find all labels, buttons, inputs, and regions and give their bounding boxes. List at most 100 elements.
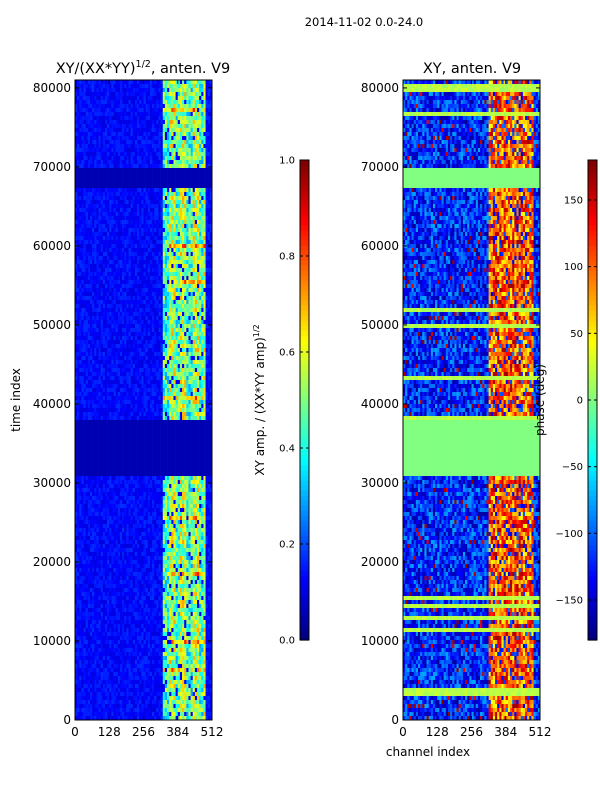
amp-cell	[116, 160, 118, 164]
amp-cell	[103, 168, 105, 172]
amp-cell	[116, 224, 118, 228]
amp-cell	[163, 136, 165, 140]
amp-cell	[79, 204, 81, 208]
amp-cell	[197, 164, 199, 168]
amp-cell	[133, 128, 135, 132]
amp-cell	[146, 140, 148, 144]
amp-cell	[188, 200, 190, 204]
amp-cell	[109, 92, 111, 96]
amp-cell	[139, 164, 141, 168]
amp-cell	[186, 92, 188, 96]
amp-cell	[182, 108, 184, 112]
amp-cell	[150, 92, 152, 96]
amp-cell	[105, 112, 107, 116]
amp-cell	[96, 216, 98, 220]
amp-cell	[195, 152, 197, 156]
amp-cell	[139, 116, 141, 120]
amp-cell	[150, 184, 152, 188]
amp-cell	[154, 144, 156, 148]
amp-cell	[176, 220, 178, 224]
amp-cell	[152, 84, 154, 88]
amp-cell	[150, 216, 152, 220]
amp-cell	[116, 92, 118, 96]
amp-cell	[107, 120, 109, 124]
amp-cell	[182, 92, 184, 96]
amp-cell	[184, 104, 186, 108]
amp-cell	[150, 176, 152, 180]
amp-cell	[178, 224, 180, 228]
amp-cell	[208, 196, 210, 200]
amp-cell	[141, 108, 143, 112]
amp-cell	[139, 212, 141, 216]
amp-cell	[86, 88, 88, 92]
amp-cell	[99, 136, 101, 140]
amp-cell	[124, 84, 126, 88]
amp-cell	[158, 92, 160, 96]
amp-cell	[79, 152, 81, 156]
amp-cell	[158, 124, 160, 128]
amp-cell	[180, 180, 182, 184]
amp-cell	[107, 212, 109, 216]
amp-cell	[191, 100, 193, 104]
amp-cell	[109, 148, 111, 152]
amp-cell	[122, 208, 124, 212]
amp-cell	[199, 176, 201, 180]
amp-cell	[111, 228, 113, 232]
amp-cell	[81, 180, 83, 184]
amp-cell	[133, 208, 135, 212]
amp-cell	[182, 192, 184, 196]
amp-cell	[124, 152, 126, 156]
amp-cell	[173, 188, 175, 192]
amp-cell	[169, 92, 171, 96]
amp-cell	[86, 176, 88, 180]
amp-cell	[135, 188, 137, 192]
amp-cell	[105, 184, 107, 188]
amp-cell	[180, 192, 182, 196]
amp-cell	[195, 84, 197, 88]
amp-cell	[101, 184, 103, 188]
amp-cell	[120, 208, 122, 212]
amp-cell	[77, 116, 79, 120]
amp-cell	[178, 88, 180, 92]
amp-cell	[88, 224, 90, 228]
amp-cell	[116, 104, 118, 108]
amp-cell	[167, 132, 169, 136]
amp-cell	[182, 176, 184, 180]
amp-cell	[152, 180, 154, 184]
amp-cell	[165, 200, 167, 204]
amp-cell	[182, 188, 184, 192]
amp-cell	[111, 108, 113, 112]
amp-cell	[118, 184, 120, 188]
amp-cell	[96, 176, 98, 180]
amp-cell	[206, 216, 208, 220]
amp-cell	[152, 104, 154, 108]
amp-cell	[120, 204, 122, 208]
amp-cell	[156, 172, 158, 176]
amp-cell	[133, 152, 135, 156]
amp-cell	[165, 188, 167, 192]
amp-cell	[124, 140, 126, 144]
amp-cell	[199, 120, 201, 124]
amp-cell	[195, 140, 197, 144]
amp-cell	[96, 112, 98, 116]
amp-cell	[131, 168, 133, 172]
amp-cell	[81, 204, 83, 208]
amp-cell	[88, 164, 90, 168]
amp-cell	[176, 96, 178, 100]
amp-cell	[156, 160, 158, 164]
amp-cell	[107, 204, 109, 208]
amp-cell	[195, 92, 197, 96]
amp-cell	[126, 208, 128, 212]
amp-cell	[116, 208, 118, 212]
amp-cell	[124, 96, 126, 100]
amp-cell	[186, 164, 188, 168]
amp-cell	[88, 212, 90, 216]
amp-cell	[188, 176, 190, 180]
amp-cell	[116, 200, 118, 204]
amp-cell	[148, 172, 150, 176]
amp-cell	[90, 160, 92, 164]
amp-cell	[150, 204, 152, 208]
amp-cell	[111, 112, 113, 116]
amp-cell	[124, 184, 126, 188]
amp-cell	[158, 212, 160, 216]
